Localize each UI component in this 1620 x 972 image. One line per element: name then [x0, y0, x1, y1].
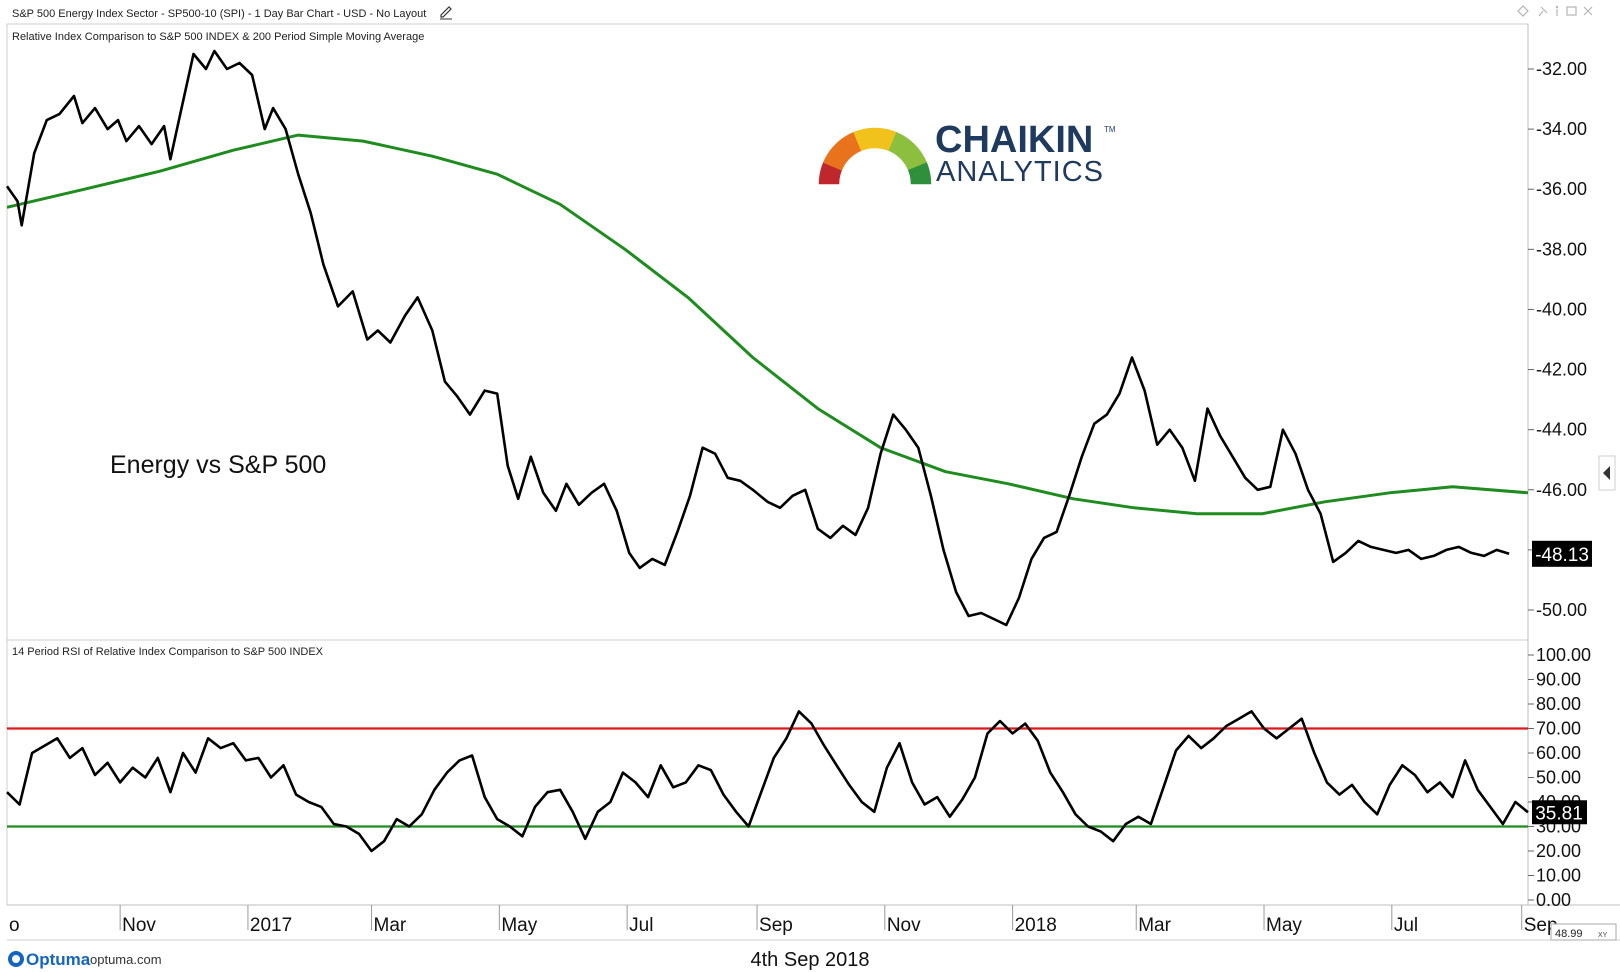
zoom-box[interactable]: 48.99 XY — [1550, 923, 1617, 941]
rsi-y-axis: 100.0090.0080.0070.0060.0050.0040.0030.0… — [1528, 645, 1591, 910]
restore-icon[interactable] — [1566, 6, 1577, 16]
x-tick-label: Jul — [629, 915, 653, 936]
price-last-value-label: -48.13 — [1535, 545, 1589, 566]
price-y-tick-label: -38.00 — [1536, 239, 1587, 259]
price-last-value-box — [1532, 540, 1592, 567]
relative-strength-line — [5, 49, 1510, 627]
x-tick-label: Sep — [1524, 915, 1558, 936]
gauge-arc-icon — [818, 127, 932, 185]
rsi-y-tick-label: 90.00 — [1536, 670, 1581, 690]
price-y-tick-label: -44.00 — [1536, 420, 1587, 440]
rsi-line — [6, 710, 1529, 853]
rsi-levels — [7, 727, 1528, 828]
x-tick-label: Mar — [1138, 915, 1171, 936]
price-panel — [6, 23, 1529, 641]
chaikin-logo: CHAIKIN TM ANALYTICS — [818, 119, 1116, 188]
price-y-tick-label: -50.00 — [1536, 600, 1587, 620]
price-y-tick-label: -42.00 — [1536, 360, 1587, 380]
pencil-icon[interactable] — [440, 6, 452, 20]
price-y-tick-label: -32.00 — [1536, 59, 1587, 79]
info-icon[interactable] — [1555, 5, 1559, 16]
x-tick-label: Mar — [374, 915, 407, 936]
gauge-arc-segment — [910, 179, 932, 185]
rsi-y-tick-label: 50.00 — [1536, 768, 1581, 788]
price-y-tick-label: -40.00 — [1536, 299, 1587, 319]
price-panel-title: Relative Index Comparison to S&P 500 IND… — [12, 31, 424, 43]
diamond-icon[interactable] — [1517, 5, 1529, 17]
x-tick-label: Nov — [122, 915, 156, 936]
rsi-last-value-label: 35.81 — [1535, 803, 1583, 824]
x-tick-label: 2018 — [1015, 915, 1057, 936]
chart-annotation: Energy vs S&P 500 — [110, 451, 326, 479]
rsi-y-tick-label: 100.00 — [1536, 645, 1591, 665]
zoom-value: 48.99 — [1555, 928, 1583, 940]
rsi-last-value-box — [1532, 800, 1587, 825]
chart-header-title: S&P 500 Energy Index Sector - SP500-10 (… — [12, 8, 426, 20]
x-tick-label: May — [1266, 915, 1302, 936]
x-tick-label: 2017 — [250, 915, 292, 936]
rsi-y-tick-label: 80.00 — [1536, 694, 1581, 714]
price-last-value: -48.13 — [1532, 540, 1592, 567]
window-icons — [1517, 5, 1593, 17]
footer-date: 4th Sep 2018 — [751, 949, 870, 971]
close-icon[interactable] — [1583, 6, 1593, 16]
optuma-logo: Optuma — [8, 950, 91, 969]
rsi-y-tick-label: 70.00 — [1536, 719, 1581, 739]
chevron-left-icon[interactable] — [1598, 455, 1616, 491]
pin-icon[interactable] — [1538, 6, 1548, 17]
footer-brand: Optuma — [26, 950, 91, 969]
x-tick-label: o — [9, 915, 20, 936]
x-tick-label: Jul — [1394, 915, 1418, 936]
price-y-tick-label: -34.00 — [1536, 119, 1587, 139]
logo-brand-line2: ANALYTICS — [936, 156, 1104, 188]
x-tick-label: Sep — [759, 915, 793, 936]
rsi-last-value: 35.81 — [1532, 800, 1587, 825]
rsi-y-tick-label: 60.00 — [1536, 743, 1581, 763]
rsi-y-tick-label: 10.00 — [1536, 866, 1581, 886]
rsi-y-tick-label: 20.00 — [1536, 841, 1581, 861]
logo-trademark: TM — [1104, 125, 1116, 134]
x-axis: o Nov 2017 Mar May Jul Sep Nov 2018 Mar May Jul Sep — [9, 905, 1558, 936]
logo-brand-line1: CHAIKIN — [935, 119, 1093, 161]
footer-site: optuma.com — [90, 952, 162, 967]
zoom-unit: XY — [1598, 932, 1608, 939]
series-layer — [5, 49, 1529, 853]
price-y-tick-label: -46.00 — [1536, 480, 1587, 500]
rsi-y-tick-label: 0.00 — [1536, 890, 1571, 910]
x-tick-label: Nov — [887, 915, 921, 936]
x-tick-label: May — [501, 915, 537, 936]
price-y-tick-label: -36.00 — [1536, 179, 1587, 199]
rsi-panel-title: 14 Period RSI of Relative Index Comparis… — [12, 646, 324, 658]
